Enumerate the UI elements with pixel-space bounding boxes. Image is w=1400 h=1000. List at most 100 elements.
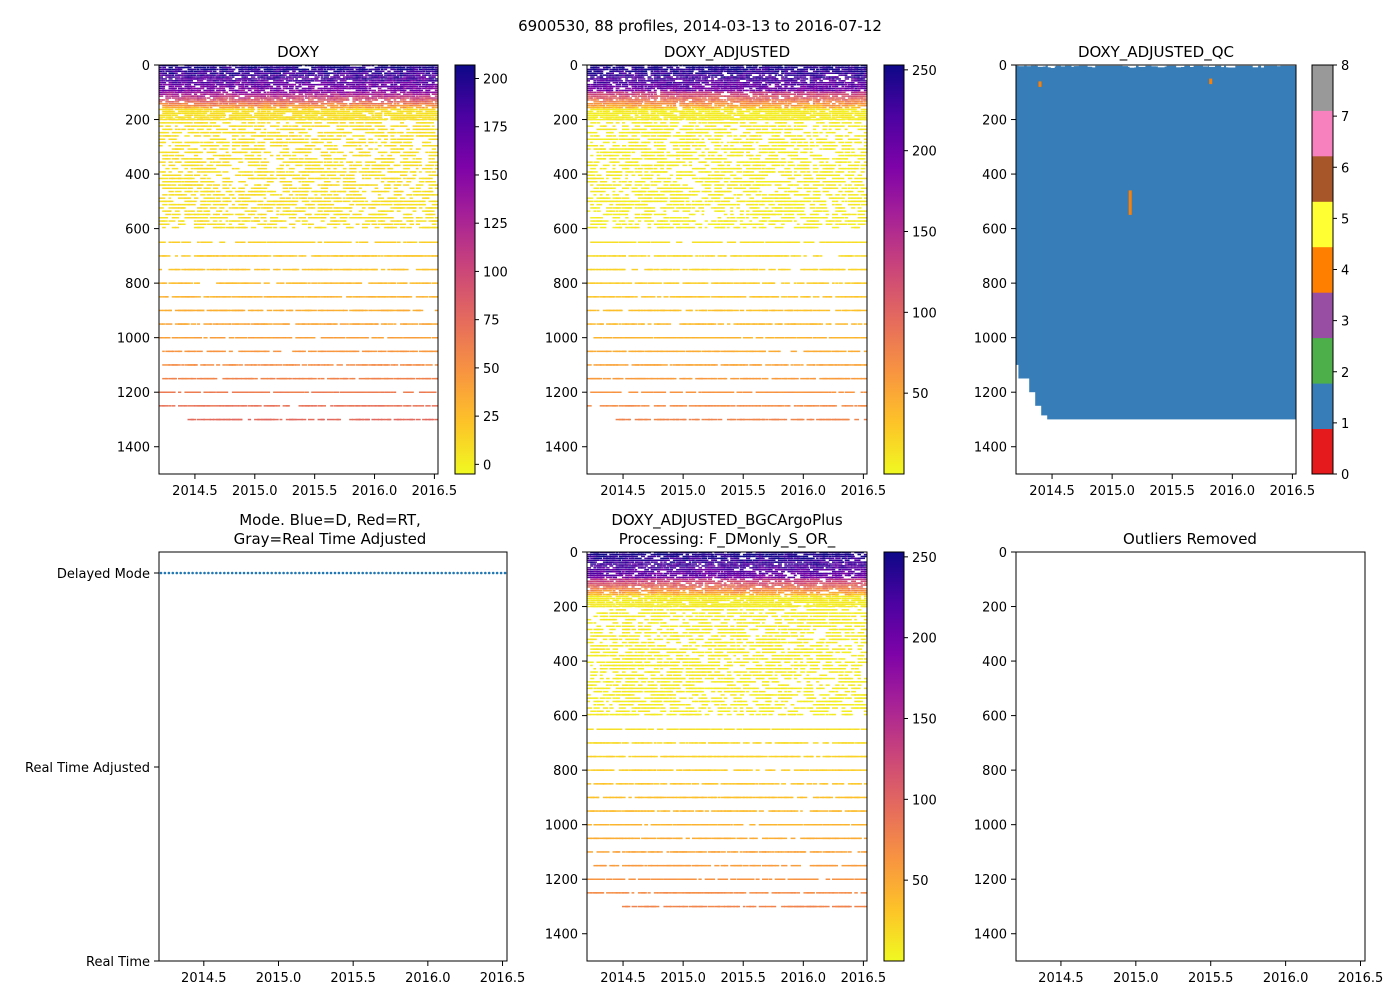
profile-sample (200, 104, 207, 107)
profile-sample (238, 80, 242, 82)
profile-sample (174, 108, 180, 111)
profile-sample (219, 95, 224, 97)
profile-sample (377, 241, 381, 243)
profile-sample (162, 223, 170, 225)
profile-sample (346, 323, 349, 325)
profile-sample (419, 171, 422, 173)
profile-sample (165, 255, 171, 257)
profile-sample (412, 68, 419, 71)
profile-sample (200, 223, 204, 225)
profile-sample (380, 210, 385, 212)
profile-sample (171, 87, 177, 90)
profile-sample (428, 171, 432, 173)
profile-sample (168, 190, 174, 193)
profile-sample (235, 337, 241, 339)
profile-sample (279, 309, 285, 312)
profile-sample (361, 95, 370, 97)
profile-sample (396, 138, 404, 140)
profile-sample (327, 148, 332, 150)
profile-sample (250, 210, 255, 212)
profile-sample (209, 418, 215, 421)
profile-sample (254, 309, 259, 312)
profile-sample (384, 95, 391, 97)
profile-sample (361, 125, 365, 127)
profile-sample (235, 112, 242, 115)
profile-sample (387, 377, 394, 380)
profile-sample (396, 104, 403, 107)
profile-sample (380, 91, 387, 94)
profile-sample (393, 391, 397, 393)
profile-sample (247, 118, 252, 121)
profile-sample (339, 78, 345, 80)
profile-sample (342, 93, 349, 95)
profile-sample (384, 83, 387, 86)
profile-sample (339, 85, 346, 88)
profile-sample (231, 104, 237, 107)
profile-sample (238, 151, 242, 154)
profile-sample (292, 101, 296, 103)
profile-sample (174, 128, 178, 131)
profile-sample (216, 364, 221, 366)
profile-sample (327, 210, 334, 212)
profile-sample (298, 135, 302, 137)
profile-sample (304, 74, 310, 76)
profile-sample (327, 203, 331, 206)
profile-sample (327, 87, 331, 90)
profile-sample (323, 364, 329, 366)
profile-sample (387, 226, 394, 229)
profile-sample (327, 135, 333, 137)
profile-sample (270, 377, 276, 380)
profile-sample (178, 104, 183, 107)
profile-sample (323, 268, 328, 271)
profile-sample (212, 255, 219, 257)
profile-sample (819, 65, 825, 67)
profile-sample (295, 220, 301, 222)
profile-sample (257, 190, 264, 193)
profile-sample (187, 418, 194, 421)
profile-sample (193, 268, 200, 271)
profile-sample (419, 241, 423, 243)
profile-sample (390, 364, 395, 366)
profile-sample (289, 97, 295, 99)
profile-sample (270, 171, 275, 173)
profile-sample (733, 68, 741, 71)
profile-sample (254, 89, 259, 92)
profile-sample (174, 116, 181, 118)
profile-sample (238, 350, 243, 353)
profile-sample (241, 197, 249, 199)
profile-sample (403, 145, 409, 147)
profile-sample (308, 118, 313, 121)
profile-sample (276, 68, 281, 71)
profile-sample (374, 268, 378, 271)
profile-sample (174, 337, 181, 339)
profile-sample (197, 89, 200, 92)
profile-sample (238, 138, 244, 140)
profile-sample (225, 164, 232, 167)
profile-sample (250, 213, 256, 216)
profile-sample (342, 187, 349, 189)
profile-sample (197, 158, 203, 160)
profile-sample (390, 309, 395, 312)
profile-sample (377, 418, 383, 421)
profile-sample (263, 223, 267, 225)
profile-sample (422, 78, 429, 80)
profile-sample (295, 66, 299, 69)
profile-sample (387, 80, 392, 82)
profile-sample (377, 106, 381, 109)
profile-sample (276, 210, 280, 212)
profile-sample (260, 213, 267, 216)
profile-sample (222, 91, 229, 94)
profile-sample (390, 145, 397, 147)
profile-sample (365, 184, 373, 186)
profile-sample (178, 145, 182, 147)
profile-sample (266, 91, 270, 94)
profile-sample (216, 174, 222, 176)
profile-sample (190, 114, 194, 116)
profile-sample (289, 161, 294, 163)
profile-sample (301, 377, 305, 380)
profile-sample (244, 83, 249, 86)
profile-sample (289, 181, 293, 183)
profile-sample (352, 116, 357, 118)
profile-sample (657, 66, 663, 69)
profile-sample (295, 268, 300, 271)
